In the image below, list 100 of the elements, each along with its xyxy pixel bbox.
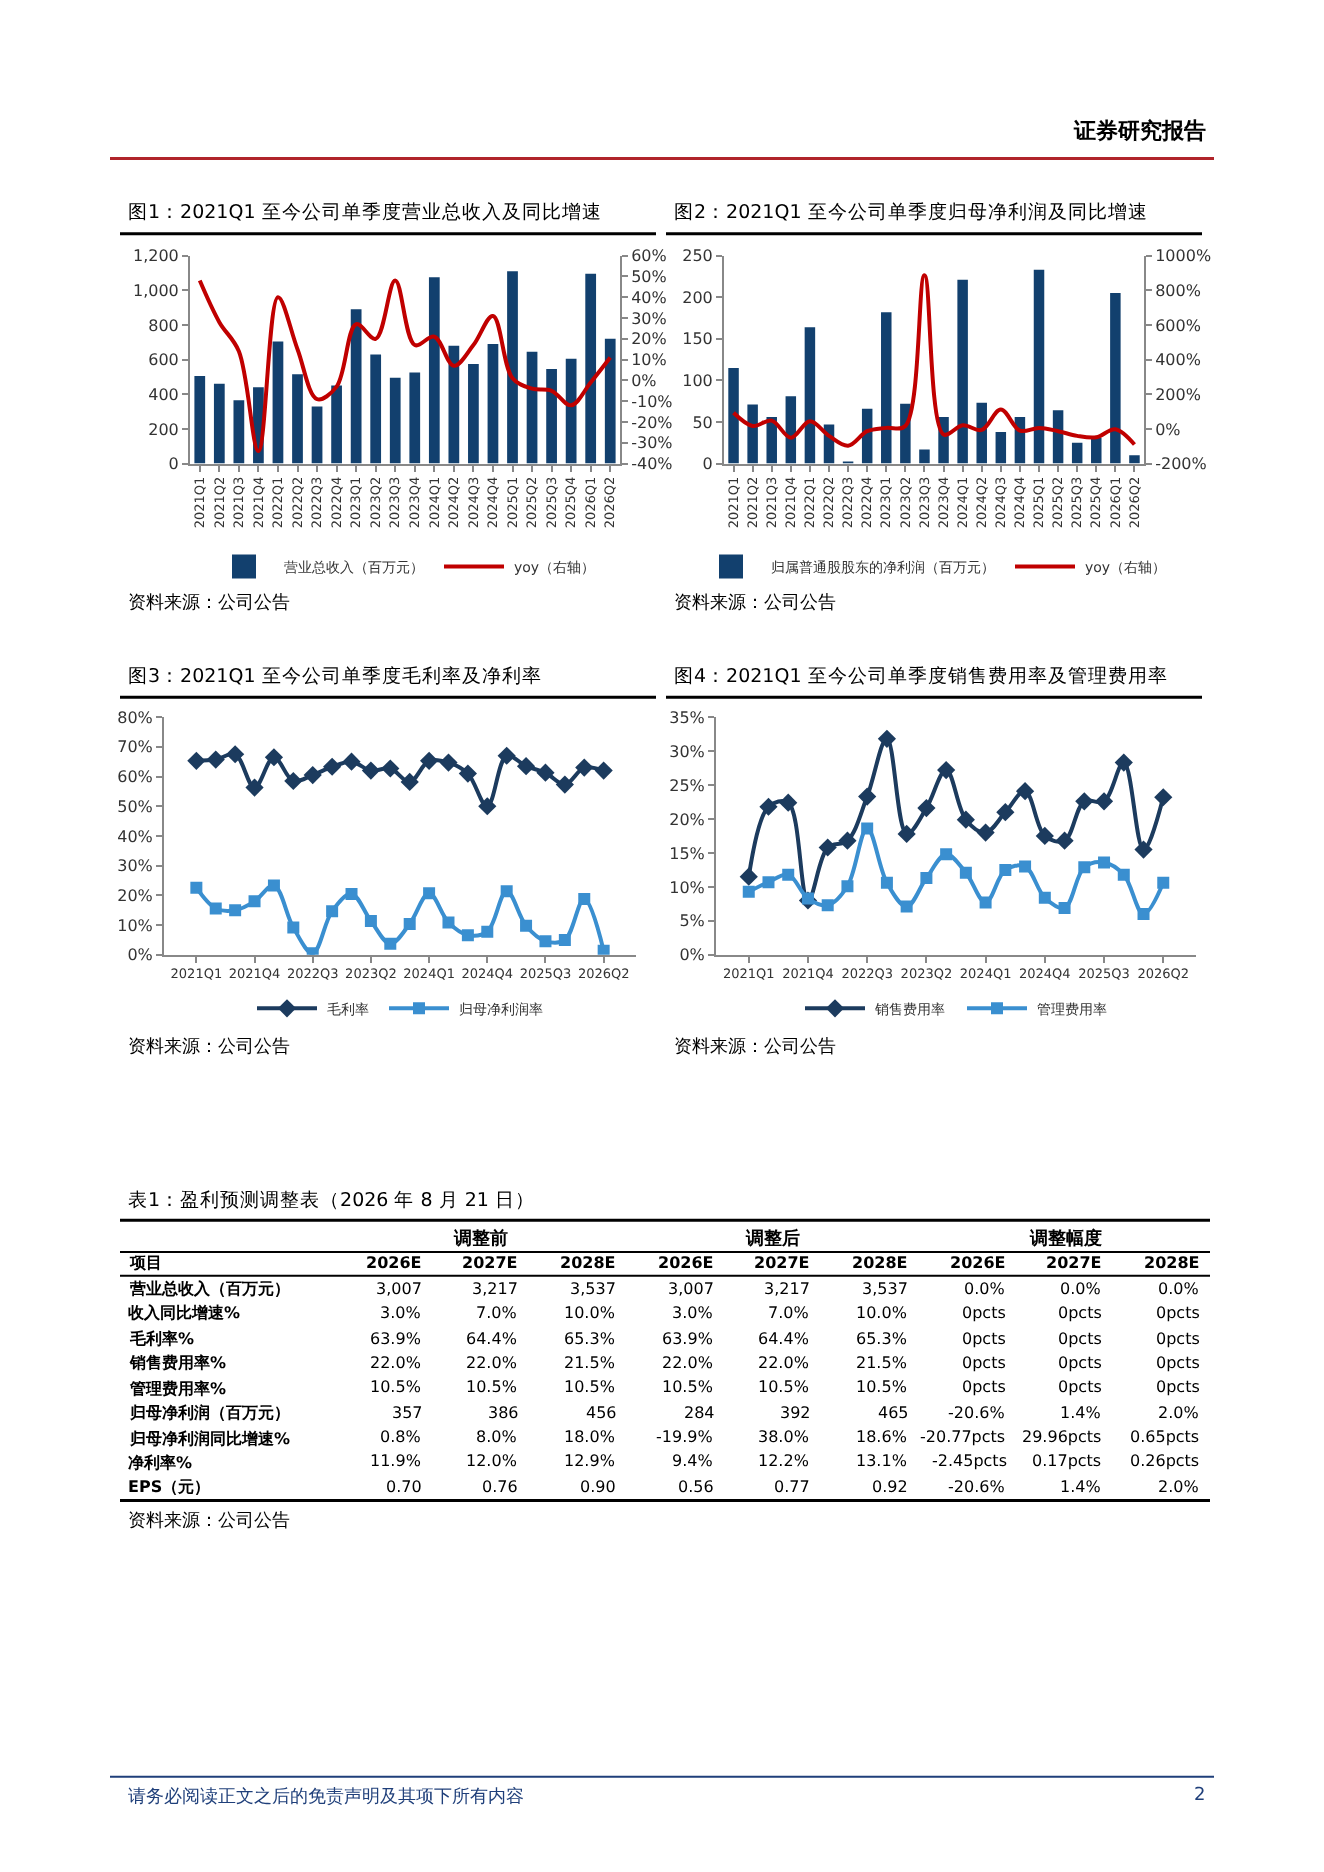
- bar: [370, 354, 382, 464]
- bar: [1071, 442, 1083, 464]
- point: [877, 729, 897, 748]
- text: 0.90: [580, 1478, 616, 1496]
- text: 63.9%: [662, 1330, 713, 1348]
- point: [209, 902, 222, 915]
- category-label: 毛利率%: [130, 1330, 195, 1348]
- text: 29.96pcts: [1022, 1428, 1102, 1446]
- text: 357: [392, 1404, 423, 1422]
- y2-tick-label: 10%: [631, 351, 668, 370]
- line-series: [731, 273, 1137, 448]
- text: 0pcts: [1156, 1330, 1200, 1348]
- text: 3.0%: [380, 1304, 421, 1322]
- point: [937, 761, 956, 780]
- point: [539, 935, 552, 948]
- text: 0.92: [872, 1478, 908, 1496]
- text: 0.0%: [1158, 1280, 1199, 1298]
- text: 资料来源：公司公告: [128, 1510, 290, 1532]
- bar: [350, 309, 362, 464]
- y2-tick-label: 200%: [1155, 385, 1202, 404]
- category-label: 收入同比增速%: [128, 1304, 241, 1322]
- text: 3,537: [862, 1280, 908, 1298]
- text: 资料来源：公司公告: [674, 1036, 836, 1058]
- y-tick-label: 30%: [669, 742, 706, 761]
- point: [762, 876, 775, 889]
- category-label: 归母净利润同比增速%: [130, 1430, 291, 1448]
- point: [818, 838, 837, 857]
- point: [381, 759, 400, 778]
- category-label: 2026E: [366, 1254, 422, 1272]
- text: 0pcts: [962, 1330, 1006, 1348]
- bar: [448, 345, 460, 464]
- y2-tick-label: 800%: [1155, 281, 1202, 300]
- y-tick-label: 0: [702, 455, 713, 474]
- chart-title: 图4：2021Q1 至今公司单季度销售费用率及管理费用率: [674, 664, 1168, 688]
- category-label: 2028E: [560, 1254, 616, 1272]
- point: [403, 917, 416, 930]
- text: 0.70: [386, 1478, 422, 1496]
- point: [1015, 782, 1035, 801]
- y-tick-label: 0%: [679, 946, 706, 965]
- text: 21.5%: [564, 1354, 615, 1372]
- point: [190, 881, 203, 894]
- point: [478, 797, 497, 816]
- text: 22.0%: [758, 1354, 809, 1372]
- y2-tick-label: -200%: [1155, 455, 1208, 474]
- bar: [292, 374, 303, 464]
- category-label: 2026E: [658, 1254, 714, 1272]
- point: [384, 937, 397, 950]
- y-tick-label: 400: [148, 385, 179, 404]
- bar: [409, 372, 421, 464]
- text: 22.0%: [466, 1354, 517, 1372]
- point: [841, 880, 854, 893]
- text: 10.5%: [370, 1378, 421, 1396]
- text: -20.6%: [948, 1478, 1005, 1496]
- text: 资料来源：公司公告: [128, 592, 290, 614]
- y2-tick-label: 30%: [631, 309, 668, 328]
- point: [1075, 792, 1094, 811]
- text: 0.65pcts: [1130, 1428, 1200, 1446]
- bar: [331, 385, 342, 464]
- y-tick-label: 10%: [117, 916, 154, 935]
- text: 10.5%: [466, 1378, 517, 1396]
- text: 10.5%: [662, 1378, 713, 1396]
- text: 3,537: [570, 1280, 616, 1298]
- point: [1094, 792, 1114, 811]
- text: 10.0%: [856, 1304, 907, 1322]
- text: 386: [488, 1404, 519, 1422]
- text: 0pcts: [1058, 1354, 1102, 1372]
- text: -2.45pcts: [932, 1452, 1007, 1470]
- point: [979, 896, 992, 909]
- text: 10.5%: [856, 1378, 907, 1396]
- text: 3,217: [764, 1280, 810, 1298]
- point: [520, 919, 533, 932]
- y-tick-label: 100: [682, 371, 713, 390]
- y2-tick-label: 60%: [631, 247, 668, 266]
- text: 1.4%: [1060, 1404, 1101, 1422]
- point: [423, 887, 436, 900]
- text: 18.6%: [856, 1428, 907, 1446]
- category-label: 2027E: [1046, 1254, 1102, 1272]
- point: [536, 763, 555, 782]
- y2-tick-label: 1000%: [1155, 247, 1212, 266]
- text: 0pcts: [1156, 1354, 1200, 1372]
- point: [897, 824, 916, 844]
- text: 63.9%: [370, 1330, 421, 1348]
- point: [500, 885, 513, 898]
- point: [187, 751, 206, 770]
- point: [956, 810, 975, 829]
- bar: [957, 279, 968, 464]
- category-label: EPS（元）: [128, 1478, 211, 1496]
- bar: [1129, 455, 1140, 464]
- point: [821, 899, 834, 912]
- category-label: 2026E: [950, 1254, 1006, 1272]
- point: [1157, 876, 1170, 889]
- point: [420, 751, 439, 770]
- y2-tick-label: 600%: [1155, 316, 1202, 335]
- y-tick-label: 50: [692, 413, 713, 432]
- bar: [728, 367, 739, 464]
- point: [287, 921, 300, 934]
- text: 0pcts: [962, 1304, 1006, 1322]
- point: [400, 772, 419, 791]
- y-tick-label: 5%: [679, 912, 706, 931]
- bar: [565, 358, 577, 464]
